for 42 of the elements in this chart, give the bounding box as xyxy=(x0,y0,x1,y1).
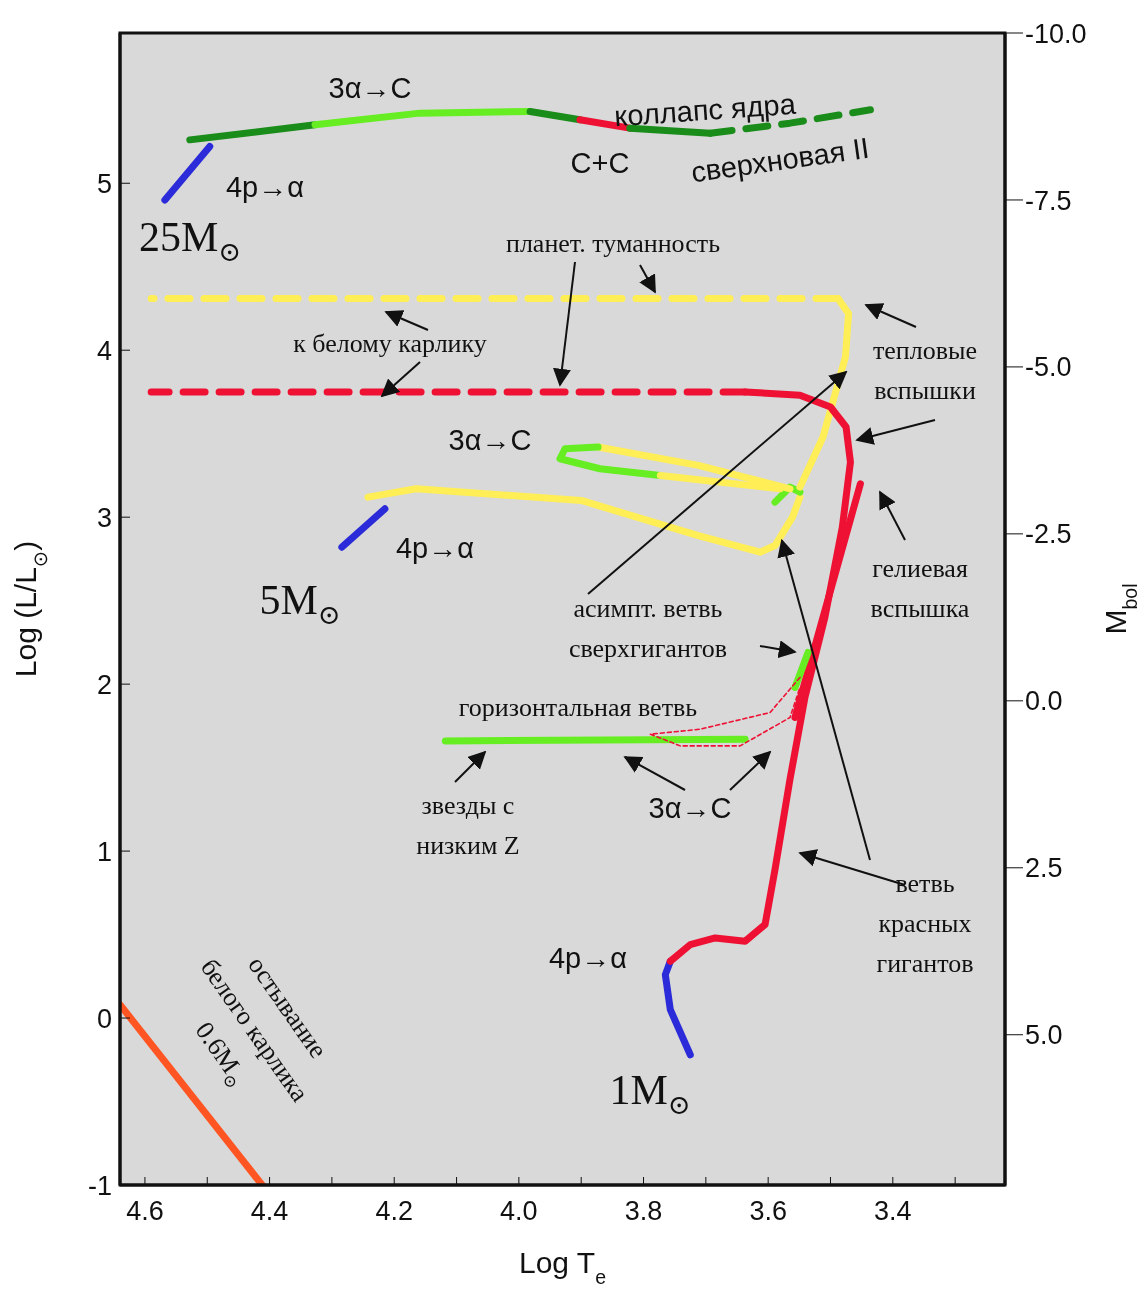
annotation: 3α→C xyxy=(648,792,732,824)
annotation: горизонтальная ветвь xyxy=(458,692,698,722)
annotation: 1M$_{⊙}$ xyxy=(609,1067,691,1120)
x-axis-title: Log T$_{e}$ xyxy=(518,1246,607,1288)
y-tick-label: 4 xyxy=(96,335,112,366)
y-tick-label: 3 xyxy=(96,502,112,533)
y2-tick-label: 0.0 xyxy=(1025,686,1063,717)
annotation: 5M$_{⊙}$ xyxy=(259,577,341,630)
x-tick-label: 3.6 xyxy=(749,1196,787,1227)
y2-tick-label: -2.5 xyxy=(1025,519,1072,550)
annotation: C+C xyxy=(570,147,630,179)
y-tick-label: -1 xyxy=(87,1170,112,1201)
y2-tick-label: -5.0 xyxy=(1025,352,1072,383)
y-tick-label: 2 xyxy=(96,669,112,700)
y2-tick-label: 5.0 xyxy=(1025,1020,1063,1051)
annotation: 25M$_{⊙}$ xyxy=(138,214,242,267)
x-tick-label: 3.4 xyxy=(874,1196,912,1227)
annotation: к белому карлику xyxy=(293,328,487,358)
annotation: 3α→C xyxy=(448,424,532,456)
annotation: коллапс ядра xyxy=(613,87,798,133)
x-tick-label: 3.8 xyxy=(624,1196,663,1227)
annotation: сверхновая II xyxy=(689,131,871,189)
y2-tick-label: -10.0 xyxy=(1025,18,1087,49)
annotation: планет. туманность xyxy=(505,228,721,258)
y2-tick-label: -7.5 xyxy=(1025,185,1072,216)
y2-tick-label: 2.5 xyxy=(1025,853,1063,884)
annotation: звезды с низким Z xyxy=(416,790,520,860)
annotation: гелиевая вспышка xyxy=(870,553,970,623)
y-tick-label: 5 xyxy=(96,168,112,199)
annotation: 4p→α xyxy=(225,171,305,203)
annotation: ветвь красных гигантов xyxy=(876,868,974,978)
annotation: тепловые вспышки xyxy=(872,335,978,405)
annotation: 3α→C xyxy=(328,72,412,104)
annotation: 4p→α xyxy=(548,942,628,974)
y-tick-label: 1 xyxy=(96,836,112,867)
y-tick-label: 0 xyxy=(96,1003,112,1034)
annotation: 4p→α xyxy=(395,532,475,564)
x-tick-label: 4.0 xyxy=(500,1196,538,1227)
x-tick-label: 4.2 xyxy=(375,1196,413,1227)
x-tick-label: 4.4 xyxy=(250,1196,289,1227)
annotation: асимпт. ветвь сверхгигантов xyxy=(568,593,728,663)
x-tick-label: 4.6 xyxy=(126,1196,164,1227)
